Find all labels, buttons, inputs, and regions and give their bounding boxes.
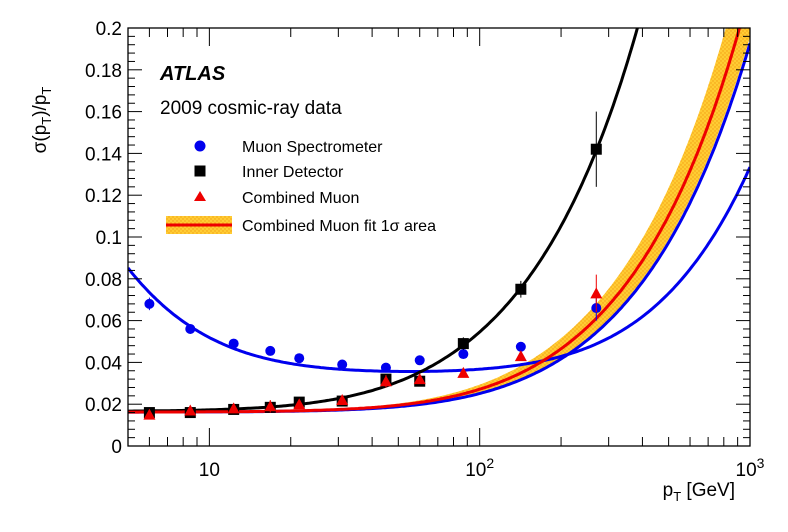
y-tick-label: 0.12 [85, 186, 122, 207]
combined-muon-point [184, 404, 197, 416]
combined-muon-point [264, 400, 277, 412]
y-tick-label: 0.1 [96, 228, 122, 249]
muon-spectrometer-point [337, 359, 348, 370]
combined-muon-point [457, 366, 470, 378]
muon-spectrometer-point [294, 353, 305, 364]
muon-spectrometer-point [144, 298, 155, 309]
y-tick-label: 0.14 [85, 144, 122, 165]
legend-marker-square [194, 165, 206, 177]
y-tick-label: 0.04 [85, 353, 122, 374]
fit-band-area [128, 28, 750, 413]
fit-curve-muon-spectrometer [128, 166, 750, 373]
muon-spectrometer-point [228, 338, 239, 349]
fit-curves-layer [128, 28, 750, 414]
y-tick-label: 0.08 [85, 270, 122, 291]
combined-muon-point [514, 350, 527, 362]
combined-muon-point [227, 402, 240, 414]
experiment-label: ATLAS [159, 63, 226, 85]
legend-item-fit-band: Combined Muon fit 1σ area [166, 216, 436, 235]
fit-curve-inner-detector [128, 28, 639, 413]
data-points-layer [143, 111, 603, 420]
y-tick-label: 0.02 [85, 395, 122, 416]
muon-spectrometer-point [515, 341, 526, 352]
combined-muon-point [379, 375, 392, 387]
y-tick-label: 0.2 [96, 19, 122, 40]
legend-label: Combined Muon fit 1σ area [242, 218, 436, 235]
y-tick-label: 0 [111, 437, 122, 458]
x-tick-label: 103 [736, 455, 765, 481]
y-tick-label: 0.18 [85, 61, 122, 82]
legend-item-muon-spectrometer: Muon Spectrometer [194, 139, 383, 156]
legend-item-combined-muon: Combined Muon [194, 190, 359, 207]
combined-muon-point [336, 394, 349, 406]
legend-marker-circle [194, 140, 206, 152]
y-axis-title: σ(pT)/pT [30, 87, 54, 154]
y-tick-label: 0.16 [85, 103, 122, 124]
inner-detector-point [590, 143, 602, 155]
muon-spectrometer-point [265, 345, 276, 356]
inner-detector-point [515, 283, 527, 295]
combined-muon-point [293, 398, 306, 410]
combined-muon-point [413, 373, 426, 385]
x-axis-title: pT [GeV] [663, 480, 735, 504]
y-tick-label: 0.06 [85, 312, 122, 333]
x-tick-label: 10 [199, 460, 220, 481]
fit-curve-combined-muon [128, 28, 742, 414]
inner-detector-point [457, 338, 469, 350]
combined-muon-point [590, 287, 603, 299]
legend-marker-triangle [194, 191, 206, 201]
axis-ticks: 0 0.02 0.04 0.06 0.08 0.1 0.12 0.14 0.16 0.18 0.2 1… [85, 19, 765, 481]
muon-spectrometer-point [380, 362, 391, 373]
legend: Muon Spectrometer Inner Detector Combine… [166, 139, 436, 235]
legend-label: Combined Muon [242, 190, 359, 207]
muon-spectrometer-point [458, 349, 469, 360]
legend-item-inner-detector: Inner Detector [194, 164, 344, 181]
legend-label: Muon Spectrometer [242, 139, 383, 156]
muon-spectrometer-point [185, 323, 196, 334]
combined-muon-point [143, 408, 156, 420]
muon-spectrometer-point [414, 355, 425, 366]
x-tick-label: 102 [465, 455, 494, 481]
fit-band-layer [128, 28, 750, 413]
legend-label: Inner Detector [242, 164, 344, 181]
chart-subtitle: 2009 cosmic-ray data [160, 98, 342, 119]
